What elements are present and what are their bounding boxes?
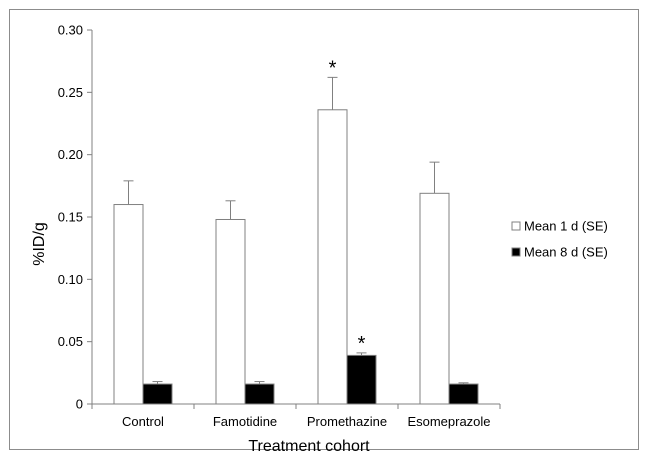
- legend: Mean 1 d (SE) Mean 8 d (SE): [511, 219, 608, 260]
- x-tick-label: Esomeprazole: [407, 414, 490, 429]
- chart-frame: [9, 9, 639, 450]
- y-tick-label: 0.10: [58, 272, 83, 287]
- y-tick-label: 0.20: [58, 147, 83, 162]
- x-axis-title: Treatment cohort: [248, 438, 370, 455]
- bar-mean-8d: [346, 354, 377, 405]
- y-tick-label: 0.15: [58, 210, 83, 225]
- bar-mean-8d: [142, 383, 173, 405]
- x-tick-label: Famotidine: [213, 414, 277, 429]
- bar-mean-1d: [113, 204, 144, 405]
- y-tick-label: 0.05: [58, 334, 83, 349]
- y-axis-title: %ID/g: [31, 222, 48, 266]
- legend-label: Mean 1 d (SE): [524, 219, 608, 234]
- y-tick-label: 0.25: [58, 85, 83, 100]
- y-axis: 0 0.05 0.10 0.15 0.20 0.25 0.30: [58, 23, 93, 412]
- x-tick-label: Promethazine: [307, 414, 387, 429]
- bar-mean-1d: [419, 192, 450, 405]
- significance-marker: *: [329, 57, 337, 79]
- bars: **: [113, 57, 479, 405]
- x-axis: Control Famotidine Promethazine Esomeprazol…: [91, 403, 501, 429]
- bar-mean-8d: [448, 383, 479, 405]
- x-tick-label: Control: [122, 414, 164, 429]
- y-tick-label: 0: [76, 397, 83, 412]
- legend-label: Mean 8 d (SE): [524, 245, 608, 260]
- bar-mean-1d: [317, 109, 348, 405]
- significance-marker: *: [358, 333, 366, 355]
- y-tick-label: 0.30: [58, 23, 83, 38]
- legend-swatch: [511, 247, 521, 257]
- bar-mean-1d: [215, 218, 246, 405]
- legend-swatch: [511, 221, 521, 231]
- bar-mean-8d: [244, 383, 275, 405]
